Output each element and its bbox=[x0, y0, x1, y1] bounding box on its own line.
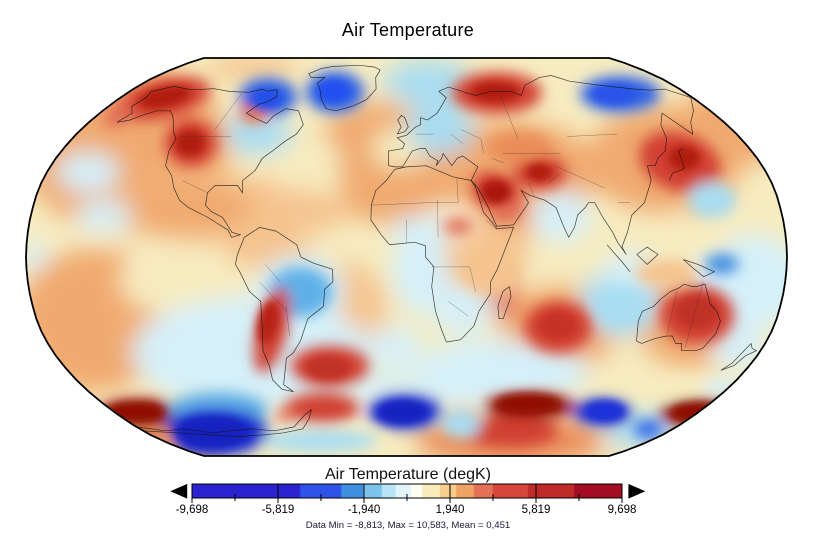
svg-text:Data Min = -8,813, Max = 10,58: Data Min = -8,813, Max = 10,583, Mean = … bbox=[306, 520, 511, 531]
svg-text:-5,819: -5,819 bbox=[262, 504, 295, 516]
svg-text:1,940: 1,940 bbox=[436, 504, 465, 516]
svg-text:-1,940: -1,940 bbox=[348, 504, 381, 516]
svg-text:9,698: 9,698 bbox=[608, 504, 637, 516]
svg-text:5,819: 5,819 bbox=[522, 504, 551, 516]
svg-text:-9,698: -9,698 bbox=[176, 504, 209, 516]
svg-text:Air Temperature (degK): Air Temperature (degK) bbox=[325, 466, 491, 483]
svg-text:Air Temperature: Air Temperature bbox=[342, 20, 474, 40]
